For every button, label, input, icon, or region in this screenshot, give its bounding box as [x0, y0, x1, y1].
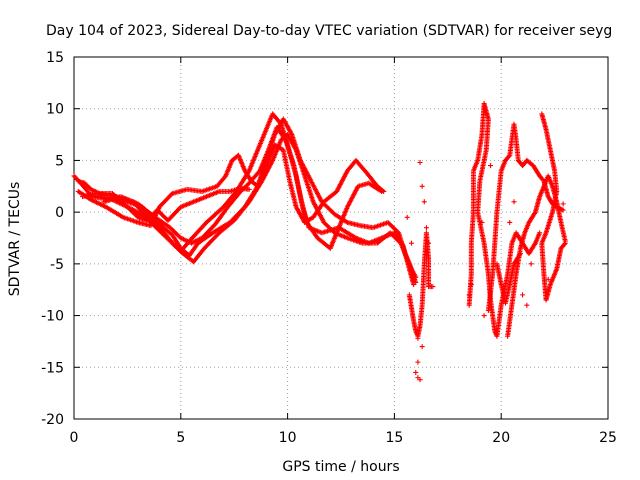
series-track-11: [539, 111, 568, 303]
scatter-point: [419, 183, 425, 189]
x-tick-label: 20: [492, 430, 510, 446]
data-series: [71, 101, 568, 339]
series-track-5: [75, 142, 387, 229]
scatter-point: [524, 302, 530, 308]
scatter-points: [404, 159, 566, 383]
y-tick-label: 10: [46, 102, 64, 118]
y-tick-label: -5: [50, 257, 64, 273]
scatter-point: [421, 199, 427, 205]
scatter-point: [545, 276, 551, 282]
x-tick-label: 10: [279, 430, 297, 446]
y-tick-label: 5: [55, 153, 64, 169]
scatter-point: [468, 282, 474, 288]
scatter-point: [528, 261, 534, 267]
scatter-point: [419, 344, 425, 350]
scatter-point: [560, 201, 566, 207]
y-tick-label: 15: [46, 50, 64, 66]
scatter-point: [423, 225, 429, 231]
chart-title: Day 104 of 2023, Sidereal Day-to-day VTE…: [46, 23, 612, 39]
scatter-point: [507, 219, 513, 225]
series-track-7: [406, 230, 436, 339]
scatter-point: [404, 214, 410, 220]
scatter-point: [488, 163, 494, 169]
y-tick-label: 0: [55, 205, 64, 221]
x-axis-label: GPS time / hours: [282, 459, 399, 475]
scatter-point: [426, 240, 432, 246]
series-track-4: [101, 124, 385, 251]
scatter-point: [415, 335, 421, 341]
scatter-point: [408, 240, 414, 246]
series-track-6: [75, 178, 252, 223]
y-tick-label: -10: [41, 309, 64, 325]
x-tick-label: 25: [599, 430, 617, 446]
scatter-point: [417, 377, 423, 383]
y-tick-label: -15: [41, 360, 64, 376]
y-tick-label: -20: [41, 412, 64, 428]
y-axis-label: SDTVAR / TECUs: [7, 182, 23, 297]
series-track-12: [494, 251, 523, 306]
axis-ticks: 0 5 10 15 20 25 -20 -15 -10 -5 0 5 10 15: [41, 50, 617, 446]
scatter-point: [481, 313, 487, 319]
x-tick-label: 15: [385, 430, 403, 446]
plot-frame: [73, 56, 609, 420]
scatter-point: [511, 199, 517, 205]
scatter-point: [413, 369, 419, 375]
scatter-point: [415, 359, 421, 365]
scatter-point: [417, 159, 423, 165]
x-tick-label: 5: [176, 430, 185, 446]
scatter-point: [466, 292, 472, 298]
scatter-point: [520, 292, 526, 298]
scatter-point: [479, 219, 485, 225]
x-tick-label: 0: [70, 430, 79, 446]
